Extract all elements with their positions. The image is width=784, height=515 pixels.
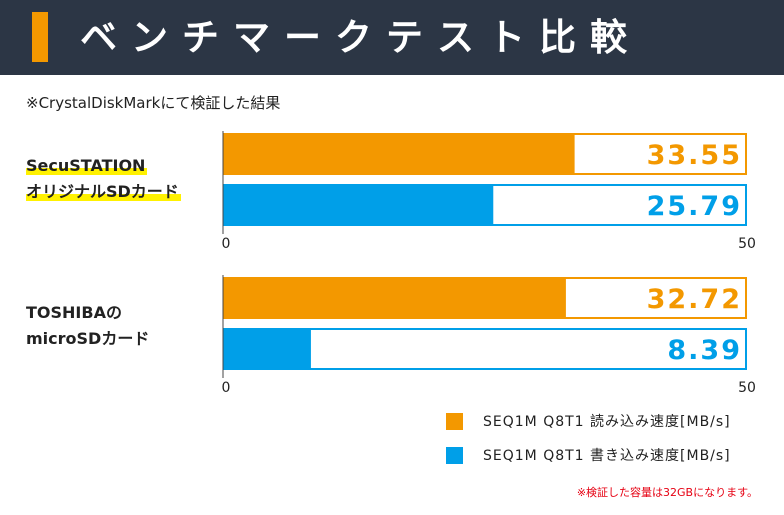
legend-swatch-read (446, 413, 463, 430)
page-title: ベンチマークテスト比較 (80, 16, 641, 59)
bar-value-label-0-1: 25.79 (647, 191, 742, 222)
group-label-toshiba: TOSHIBAの microSDカード (26, 300, 149, 352)
bar-1-0 (223, 277, 566, 319)
tick-label-1-1: 50 (738, 380, 756, 396)
legend-swatch-write (446, 447, 463, 464)
bar-0-1 (223, 184, 494, 226)
legend-label-read: SEQ1M Q8T1 読み込み速度[MB/s] (483, 414, 731, 430)
group-label-line2: オリジナルSDカード (26, 182, 181, 201)
header-bar: ベンチマークテスト比較 (0, 0, 784, 75)
method-note: ※CrystalDiskMarkにて検証した結果 (26, 94, 281, 112)
group-label-line1: SecuSTATION (26, 156, 148, 175)
tick-label-1-0: 0 (222, 380, 231, 396)
tick-label-0-1: 50 (738, 236, 756, 252)
group-label-line2: microSDカード (26, 329, 150, 348)
legend-label-write: SEQ1M Q8T1 書き込み速度[MB/s] (483, 448, 731, 464)
bar-value-label-0-0: 33.55 (647, 140, 742, 171)
header-accent-mark (32, 12, 48, 62)
bar-1-1 (223, 328, 311, 370)
bar-value-label-1-1: 8.39 (667, 335, 742, 366)
group-label-secustation: SecuSTATION オリジナルSDカード (26, 153, 181, 205)
tick-label-0-0: 0 (222, 236, 231, 252)
bar-0-0 (223, 133, 575, 175)
bar-value-label-1-0: 32.72 (647, 284, 742, 315)
capacity-footnote: ※検証した容量は32GBになります。 (576, 486, 758, 499)
group-label-line1: TOSHIBAの (26, 303, 122, 322)
